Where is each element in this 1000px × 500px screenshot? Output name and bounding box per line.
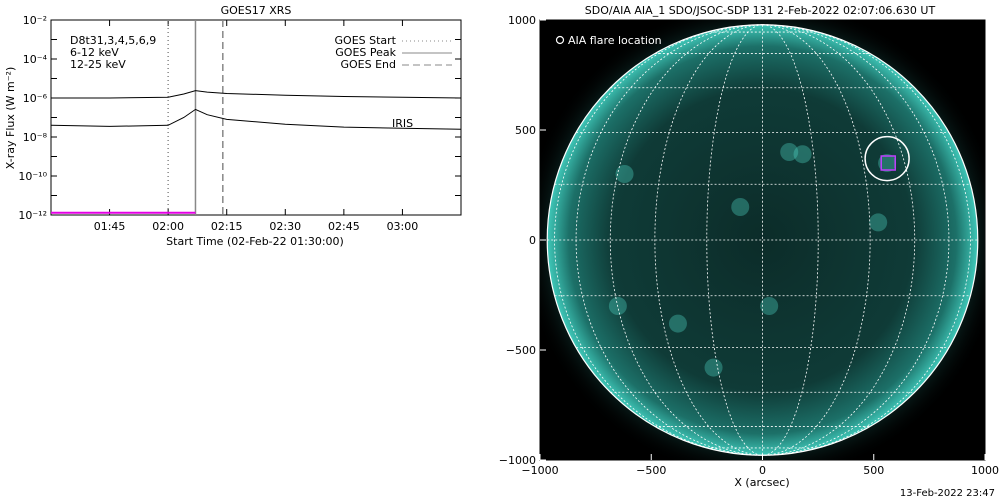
aia-x-tick-label: 500 [863,464,884,477]
active-region [793,145,812,164]
longitude-line [706,24,763,456]
iris-label: IRIS [392,117,413,130]
goes-x-tick-label: 03:00 [387,220,419,233]
aia-x-axis-label: X (arcsec) [734,476,789,489]
longitude-line [762,24,819,456]
goes-x-tick-label: 02:30 [269,220,301,233]
iris-fov-label: IRIS FOV [552,432,599,445]
goes-y-tick-label: 10⁻² [23,14,47,27]
longitude-line [654,24,763,456]
footer-timestamp: 13-Feb-2022 23:47 [900,488,995,499]
active-region [780,143,799,161]
legend-goes-peak: GOES Peak [335,46,396,59]
goes-y-tick-label: 10⁻¹⁰ [18,170,47,183]
goes-x-axis-label: Start Time (02-Feb-22 01:30:00) [166,235,344,248]
aia-y-tick-label: −1000 [499,454,536,467]
aia-x-tick-label: 0 [759,464,766,477]
longitude-line [762,24,971,456]
goes-plot-title: GOES17 XRS [221,4,292,17]
longitude-line [762,24,916,456]
aia-x-tick-label: −1000 [521,464,558,477]
active-region [869,213,888,232]
aia-title: SDO/AIA AIA_1 SDO/JSOC-SDP 131 2-Feb-202… [585,4,936,17]
sun-disk-layer [540,20,985,460]
goes-x-tick-label: 01:45 [94,220,126,233]
goes-series-lines [50,90,462,214]
goes-detector-annotation: D8t31,3,4,5,6,9 [70,34,156,47]
active-region [878,154,897,172]
aia-x-tick-label: 1000 [971,464,999,477]
active-region [668,314,687,333]
active-region [760,297,779,315]
aia-tick-labels: −1000 −500 0 500 1000 1000 500 0 −500 −1000 [499,14,999,477]
legend-12-25kev: 12-25 keV [70,58,126,71]
aia-y-tick-label: 1000 [508,14,536,27]
active-region [731,198,750,216]
goes-y-tick-label: 10⁻¹² [18,209,47,222]
longitude-line [762,24,871,456]
heliographic-grid [547,24,978,456]
flare-location-legend-icon [555,35,565,45]
goes-x-tick-label: 02:00 [152,220,184,233]
legend-goes-start: GOES Start [335,34,397,47]
goes-y-tick-label: 10⁻⁸ [23,131,48,144]
flare-location-circle [864,135,910,182]
goes-event-legend: GOES Start GOES Peak GOES End [335,34,452,71]
goes-y-axis-label: X-ray Flux (W m⁻²) [4,67,17,169]
goes-series-line [51,90,462,99]
active-region [704,358,723,377]
goes-series-line [50,108,462,130]
goes-tick-labels: 01:45 02:00 02:15 02:30 02:45 03:00 10⁻¹² 10⁻¹⁰… [18,14,418,233]
goes-y-tick-label: 10⁻⁴ [23,53,48,66]
active-region [615,165,634,183]
aia-y-tick-label: 500 [515,124,536,137]
goes-xrs-plot: GOES17 XRS 01:45 02:00 02:15 02:30 02:45 03:0… [4,4,462,248]
legend-goes-end: GOES End [340,58,396,71]
aia-y-tick-label: −500 [506,344,536,357]
goes-event-lines [167,20,224,215]
goes-x-tick-label: 02:15 [211,220,243,233]
aia-x-tick-label: −500 [636,464,666,477]
longitude-line [609,24,763,456]
aia-solar-image-panel: SDO/AIA AIA_1 SDO/JSOC-SDP 131 2-Feb-202… [499,4,999,489]
iris-fov-box [880,155,896,171]
longitude-line [554,24,763,456]
legend-6-12kev: 6-12 keV [70,46,119,59]
flare-location-legend: AIA flare location [568,34,662,47]
goes-x-tick-label: 02:45 [328,220,360,233]
aia-y-tick-label: 0 [529,234,536,247]
goes-y-tick-label: 10⁻⁶ [23,92,48,105]
sun-disk [547,24,978,456]
